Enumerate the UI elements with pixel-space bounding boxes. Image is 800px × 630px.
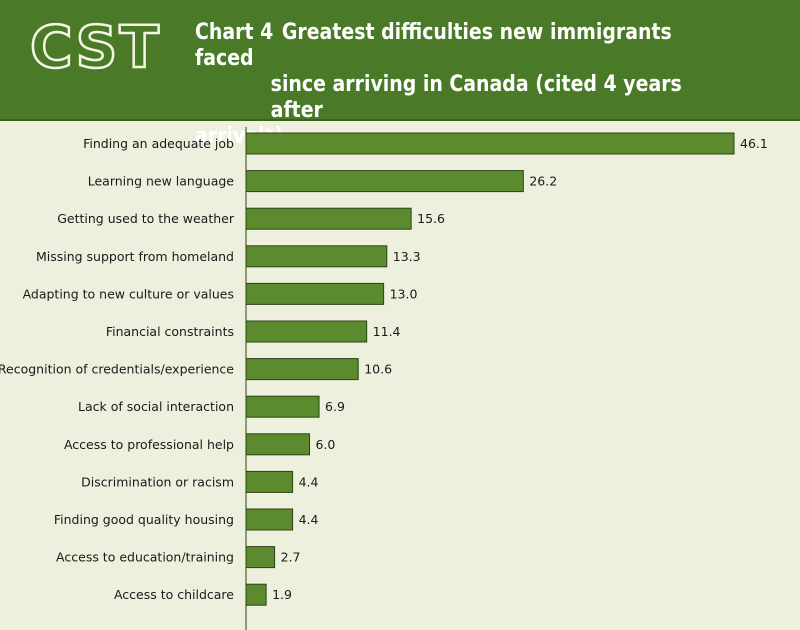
category-label-7: Recognition of credentials/experience bbox=[0, 362, 234, 377]
category-label-2: Learning new language bbox=[88, 174, 235, 189]
category-label-10: Discrimination or racism bbox=[81, 474, 234, 489]
value-label-3: 15.6 bbox=[417, 211, 445, 226]
category-label-9: Access to professional help bbox=[64, 437, 234, 452]
value-label-10: 4.4 bbox=[299, 474, 319, 489]
category-label-8: Lack of social interaction bbox=[78, 399, 234, 414]
value-label-13: 1.9 bbox=[272, 587, 292, 602]
category-label-12: Access to education/training bbox=[56, 550, 234, 565]
bar-4 bbox=[245, 245, 388, 268]
bar-11 bbox=[245, 508, 294, 531]
value-label-8: 6.9 bbox=[325, 399, 345, 414]
category-label-5: Adapting to new culture or values bbox=[23, 286, 234, 301]
category-label-3: Getting used to the weather bbox=[57, 211, 235, 226]
cst-logo: CST bbox=[29, 13, 161, 81]
bar-7 bbox=[245, 358, 359, 381]
bar-2 bbox=[245, 170, 524, 193]
value-label-12: 2.7 bbox=[281, 550, 301, 565]
value-label-7: 10.6 bbox=[364, 362, 392, 377]
value-label-6: 11.4 bbox=[373, 324, 401, 339]
bar-3 bbox=[245, 207, 412, 230]
value-label-11: 4.4 bbox=[299, 512, 319, 527]
category-label-4: Missing support from homeland bbox=[36, 249, 234, 264]
value-label-1: 46.1 bbox=[740, 136, 768, 151]
bar-9 bbox=[245, 433, 311, 456]
category-label-13: Access to childcare bbox=[114, 587, 234, 602]
value-label-9: 6.0 bbox=[316, 437, 336, 452]
bar-5 bbox=[245, 282, 385, 305]
bar-13 bbox=[245, 583, 267, 606]
bar-1 bbox=[245, 132, 735, 155]
chart-title-line-2: since arriving in Canada (cited 4 years … bbox=[270, 72, 682, 123]
bar-6 bbox=[245, 320, 368, 343]
bar-10 bbox=[245, 470, 294, 493]
category-label-1: Finding an adequate job bbox=[83, 136, 234, 151]
value-label-4: 13.3 bbox=[393, 249, 421, 264]
chart-title-line-1: Chart 4 Greatest difficulties new immigra… bbox=[195, 20, 672, 71]
category-label-11: Finding good quality housing bbox=[54, 512, 234, 527]
chart-title: Chart 4 Greatest difficulties new immigra… bbox=[195, 20, 702, 150]
value-label-2: 26.2 bbox=[529, 174, 557, 189]
chart-number: Chart 4 bbox=[195, 20, 274, 45]
category-label-6: Financial constraints bbox=[106, 324, 234, 339]
chart-header: CST Chart 4 Greatest difficulties new imm… bbox=[0, 0, 800, 149]
value-label-5: 13.0 bbox=[390, 286, 418, 301]
bar-8 bbox=[245, 395, 320, 418]
bar-12 bbox=[245, 546, 276, 569]
